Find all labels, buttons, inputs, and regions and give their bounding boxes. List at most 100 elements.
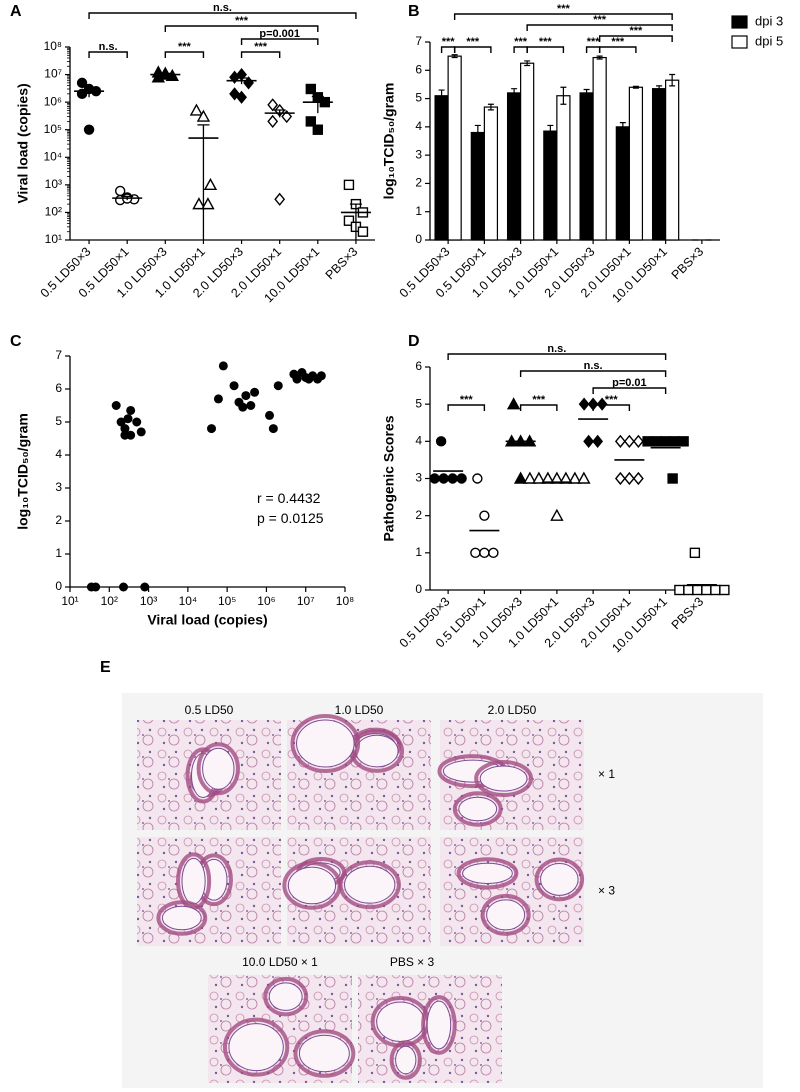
point (532, 471, 546, 484)
point (614, 471, 626, 486)
y-tick-label: 6 (55, 381, 62, 395)
bar (520, 62, 535, 241)
y-tick-label: 3 (415, 471, 422, 485)
point (660, 436, 671, 447)
point (136, 427, 146, 437)
point (203, 177, 218, 191)
y-tick-label: 0 (415, 232, 422, 246)
image-label: PBS × 3 (390, 955, 435, 969)
point (196, 109, 211, 122)
image-label: 10.0 LD50 × 1 (242, 955, 318, 969)
error-bar (273, 109, 286, 118)
y-tick-label: 1 (415, 545, 422, 559)
y-tick-label: 3 (415, 147, 422, 161)
significance-bracket (519, 404, 558, 411)
histology-image (137, 720, 281, 830)
point (305, 116, 317, 127)
point (456, 473, 467, 484)
lumen (287, 866, 337, 905)
y-tick-label: 4 (55, 447, 62, 461)
error-bar (583, 88, 590, 97)
bronchiole (534, 857, 585, 902)
row-label: × 3 (598, 884, 615, 898)
legend-label: dpi 3 (755, 13, 783, 28)
lumen (161, 905, 202, 931)
significance-label: n.s. (584, 360, 603, 372)
point (241, 391, 251, 401)
significance-label: n.s. (213, 2, 232, 14)
bar (434, 95, 449, 241)
point (267, 98, 279, 112)
point (596, 397, 608, 411)
panel-label: B (408, 3, 420, 20)
significance-bracket (526, 46, 565, 53)
y-tick-label: 10¹ (45, 232, 62, 246)
x-axis-label: Viral load (copies) (147, 612, 267, 628)
error-bar (619, 122, 626, 132)
point (479, 510, 490, 521)
significance-label: p=0.001 (259, 28, 300, 40)
point (238, 402, 248, 412)
lumen (228, 1023, 284, 1072)
bronchiole (263, 976, 309, 1017)
x-tick-label: PBS×3 (669, 595, 707, 633)
point (207, 424, 217, 434)
significance-bracket (592, 387, 667, 394)
error-bar (197, 124, 210, 240)
bar (579, 92, 594, 241)
lumen (268, 982, 303, 1011)
significance-label: *** (539, 36, 553, 48)
point (305, 83, 317, 95)
point (246, 401, 256, 410)
point (667, 473, 678, 484)
significance-bracket (240, 38, 319, 45)
significance-bracket (526, 24, 673, 31)
error-bar (547, 124, 554, 138)
significance-bracket (164, 51, 205, 58)
y-tick-label: 1 (55, 546, 62, 560)
bar (592, 56, 607, 241)
point (126, 430, 136, 440)
bronchiole (474, 760, 534, 798)
significance-label: *** (587, 36, 601, 48)
significance-bracket (88, 51, 128, 58)
point (273, 381, 283, 391)
bar (483, 106, 499, 241)
error-bar (669, 73, 676, 87)
lumen (344, 865, 396, 904)
bar (447, 55, 462, 241)
point (710, 584, 721, 596)
point (614, 434, 626, 448)
bronchiole (293, 1029, 356, 1078)
significance-label: *** (178, 41, 192, 53)
y-tick-label: 5 (55, 414, 62, 428)
point (447, 473, 458, 484)
error-bar (349, 203, 362, 240)
point (435, 436, 447, 447)
y-tick-label: 1 (415, 204, 422, 218)
annotation: p = 0.0125 (257, 510, 324, 526)
point (218, 361, 228, 371)
significance-bracket (447, 353, 667, 360)
point (236, 90, 247, 104)
column-label: 1.0 LD50 (335, 703, 384, 717)
error-bar (235, 77, 248, 85)
error-bar (159, 72, 172, 76)
panel-label: A (10, 3, 22, 20)
point (632, 434, 644, 448)
point (583, 434, 595, 448)
point (76, 77, 88, 89)
y-tick-label: 7 (415, 34, 422, 48)
error-bar (632, 85, 639, 89)
y-tick-label: 10⁵ (44, 122, 62, 136)
point (243, 76, 254, 90)
histology-image (137, 837, 281, 946)
error-bar (596, 55, 603, 60)
significance-bracket (598, 35, 673, 42)
y-tick-label: 10⁷ (44, 67, 62, 81)
y-tick-label: 10⁶ (44, 94, 62, 108)
panel-label: D (408, 333, 420, 350)
point (118, 582, 128, 592)
x-tick-label: 10¹ (61, 594, 78, 608)
